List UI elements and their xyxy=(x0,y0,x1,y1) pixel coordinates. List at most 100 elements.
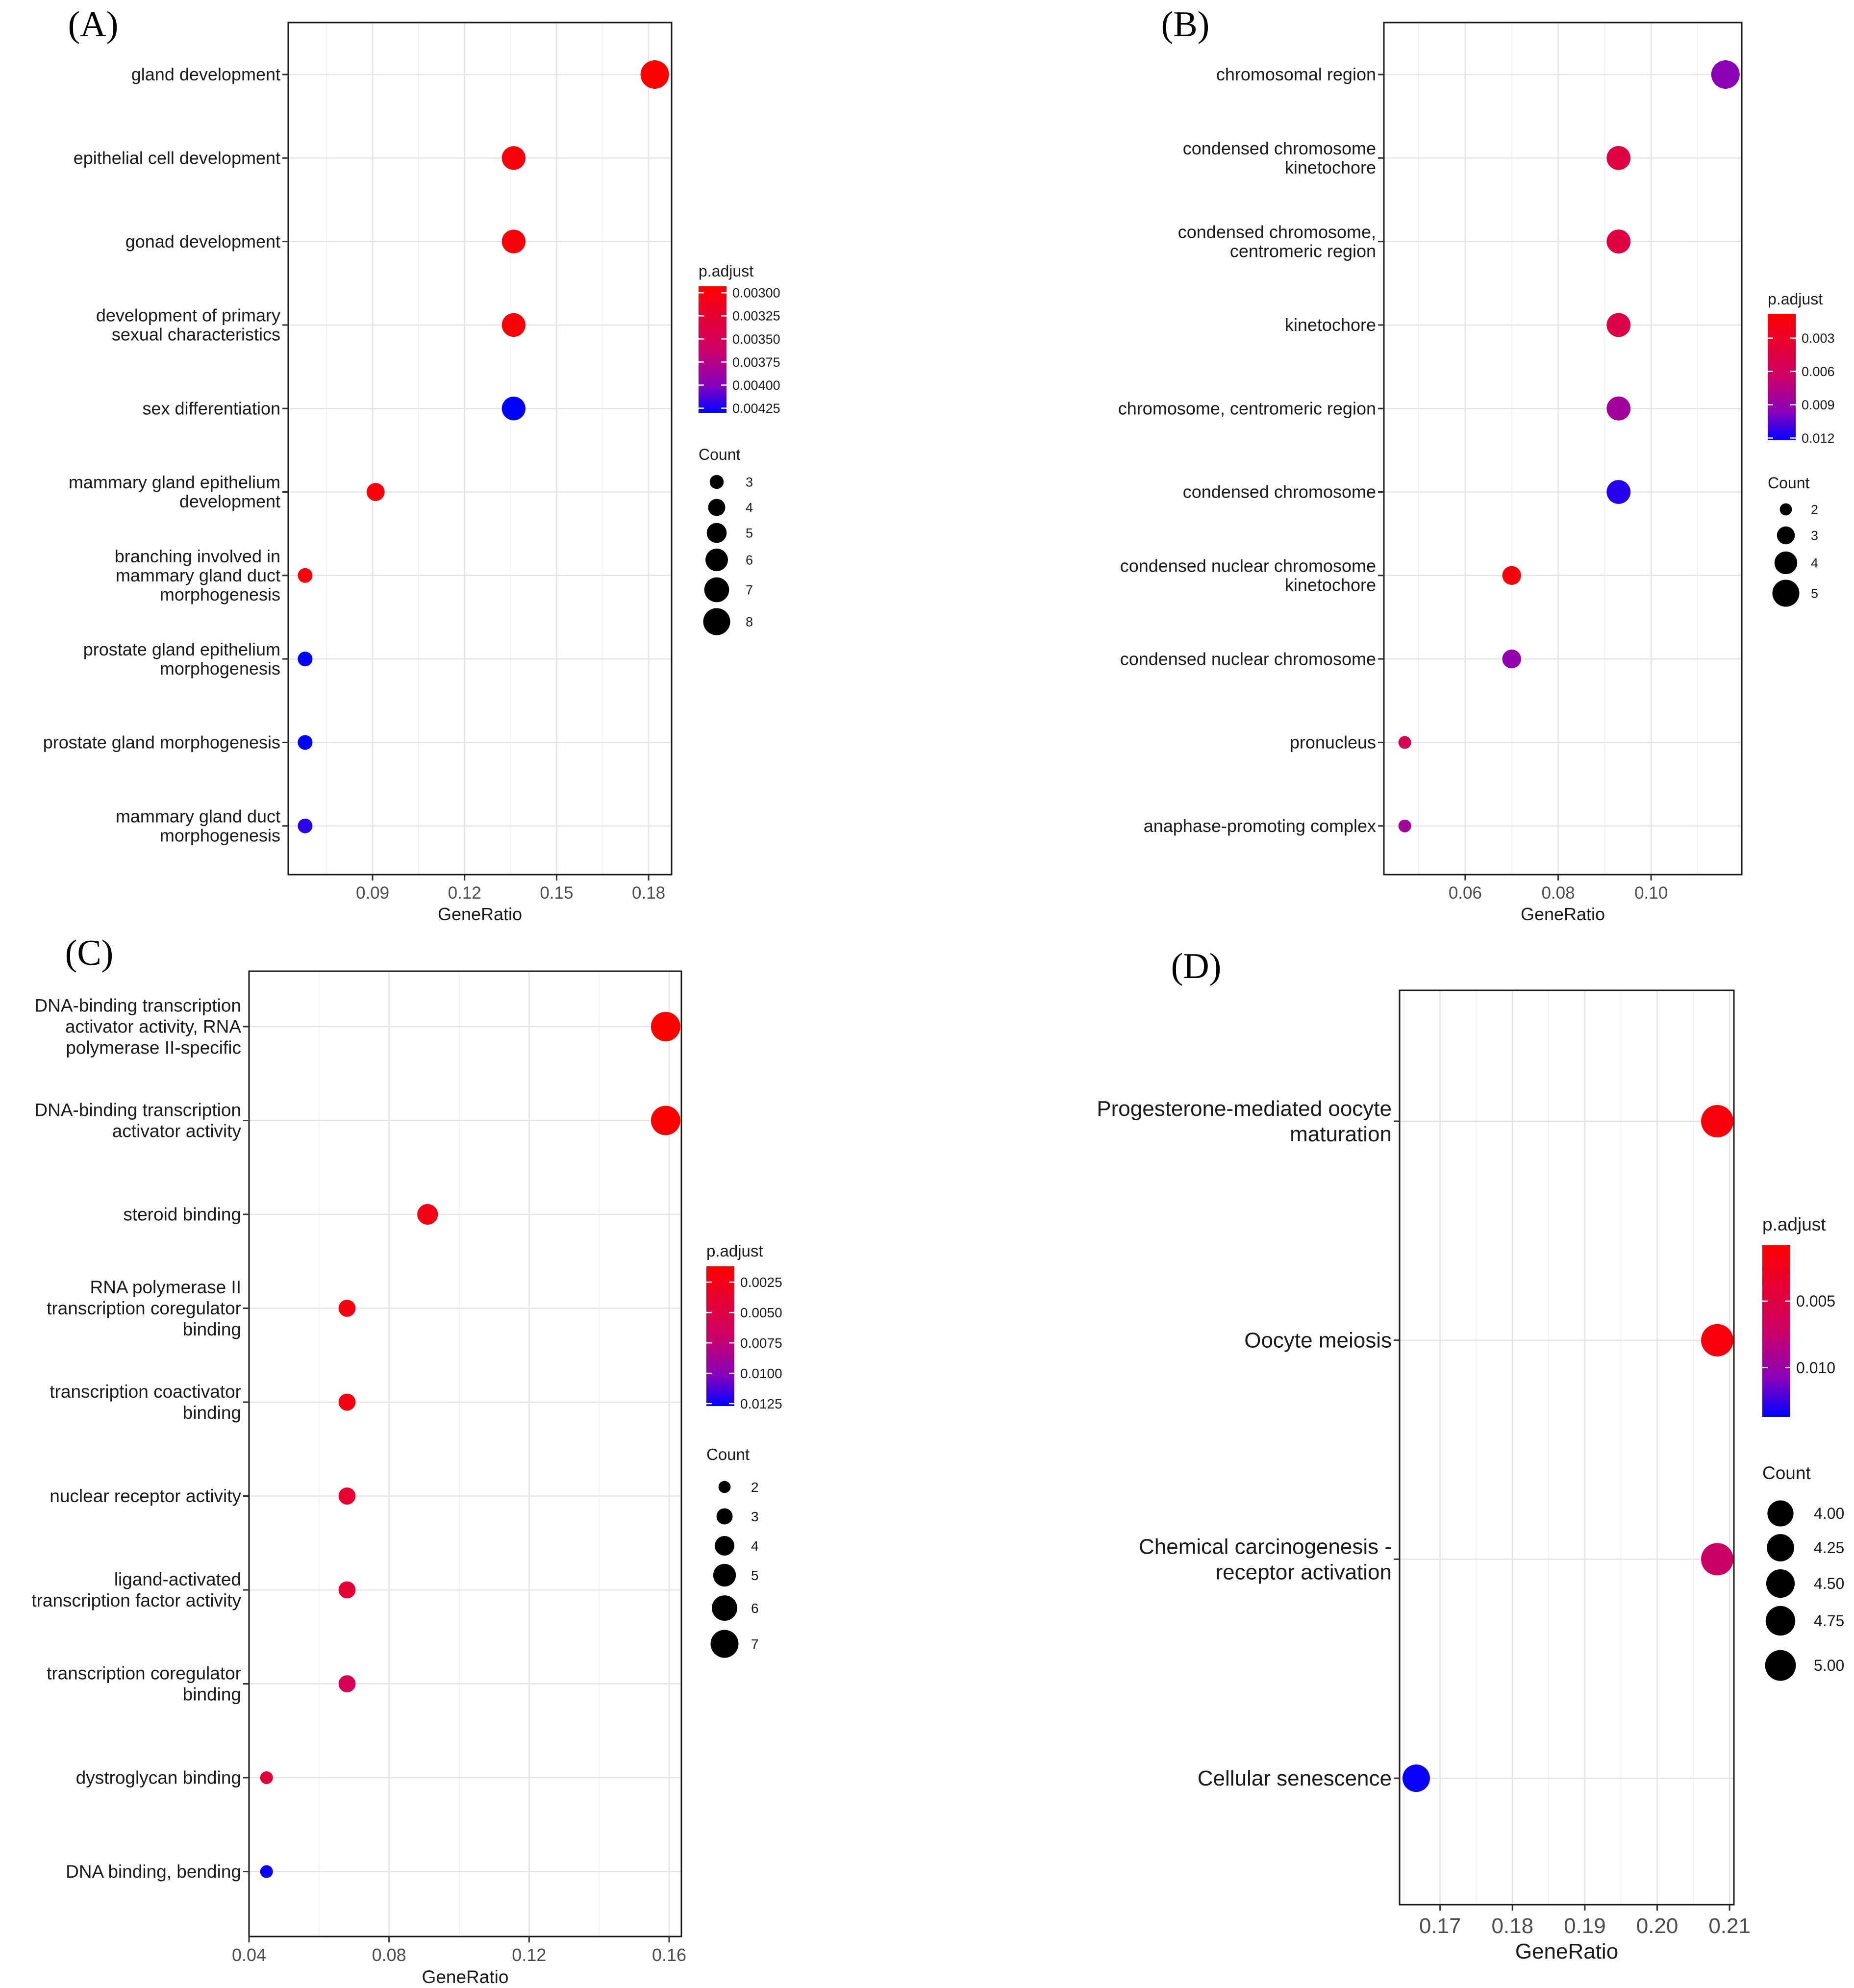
y-tick-label: condensed chromosome, xyxy=(1178,222,1376,242)
data-point xyxy=(338,1581,356,1599)
size-legend-dot xyxy=(708,499,726,516)
data-point xyxy=(338,1393,356,1411)
y-tick-label: kinetochore xyxy=(1285,157,1376,177)
y-tick-label: mammary gland epithelium xyxy=(69,472,280,492)
color-legend-title: p.adjust xyxy=(699,262,753,280)
size-legend-dot xyxy=(713,1563,736,1587)
color-legend-label: 0.00300 xyxy=(732,286,780,301)
y-tick-label: transcription coactivator xyxy=(50,1382,241,1402)
size-legend-label: 5.00 xyxy=(1814,1657,1844,1674)
data-point xyxy=(501,313,526,337)
size-legend-label: 6 xyxy=(751,1601,759,1616)
size-legend-dot xyxy=(710,1630,739,1658)
data-point xyxy=(338,1487,356,1505)
y-tick-label: centromeric region xyxy=(1230,241,1376,261)
y-tick-label: morphogenesis xyxy=(160,825,280,845)
data-point xyxy=(1502,649,1521,669)
y-tick-label: RNA polymerase II xyxy=(90,1277,241,1297)
size-legend-label: 7 xyxy=(751,1636,759,1652)
color-legend-bar xyxy=(706,1266,734,1406)
x-tick-label: 0.04 xyxy=(232,1945,266,1965)
color-legend-label: 0.00375 xyxy=(732,355,780,370)
data-point xyxy=(1606,146,1631,170)
y-tick-label: activator activity xyxy=(112,1121,242,1141)
size-legend-dot xyxy=(705,549,728,571)
x-tick-label: 0.17 xyxy=(1419,1914,1461,1938)
size-legend-dot xyxy=(1777,526,1795,545)
plot-frame xyxy=(287,22,673,876)
x-tick-label: 0.06 xyxy=(1449,883,1482,903)
x-tick-label: 0.08 xyxy=(372,1945,406,1965)
y-tick-label: morphogenesis xyxy=(160,584,280,604)
data-point xyxy=(651,1106,680,1135)
y-tick-label: nuclear receptor activity xyxy=(50,1486,241,1506)
color-legend-label: 0.012 xyxy=(1802,431,1835,446)
data-point xyxy=(298,818,313,833)
data-point xyxy=(1606,313,1631,337)
plot-frame xyxy=(248,970,682,1938)
y-tick-label: Cellular senescence xyxy=(1198,1766,1392,1790)
y-tick-label: activator activity, RNA xyxy=(65,1017,241,1037)
panel-label: (C) xyxy=(65,933,114,973)
y-tick-label: condensed chromosome xyxy=(1183,138,1376,158)
size-legend-title: Count xyxy=(706,1445,750,1463)
data-point xyxy=(501,146,526,170)
color-legend-bar xyxy=(1762,1245,1790,1417)
size-legend-label: 4 xyxy=(746,500,753,515)
data-point xyxy=(1701,1543,1734,1576)
size-legend-label: 4 xyxy=(751,1538,759,1554)
plot-background xyxy=(1400,990,1734,1905)
panel-label: (D) xyxy=(1171,946,1222,986)
y-tick-label: condensed chromosome xyxy=(1183,482,1376,502)
y-tick-label: receptor activation xyxy=(1215,1560,1392,1584)
color-legend-title: p.adjust xyxy=(1768,290,1823,308)
y-tick-label: binding xyxy=(183,1685,241,1705)
y-tick-label: Oocyte meiosis xyxy=(1244,1329,1392,1353)
y-tick-label: DNA binding, bending xyxy=(66,1862,241,1882)
y-tick-label: anaphase-promoting complex xyxy=(1144,816,1376,836)
y-tick-label: DNA-binding transcription xyxy=(34,996,241,1016)
size-legend-dot xyxy=(1772,579,1800,607)
color-legend-label: 0.0100 xyxy=(740,1366,782,1381)
y-tick-label: binding xyxy=(183,1319,241,1339)
data-point xyxy=(1701,1324,1734,1357)
size-legend-title: Count xyxy=(699,446,741,463)
size-legend-label: 4.00 xyxy=(1814,1505,1844,1522)
y-tick-label: polymerase II-specific xyxy=(66,1038,241,1058)
size-legend-dot xyxy=(1767,1534,1794,1561)
y-tick-label: epithelial cell development xyxy=(74,148,280,168)
data-point xyxy=(651,1012,680,1041)
color-legend-label: 0.009 xyxy=(1802,398,1835,412)
y-tick-label: kinetochore xyxy=(1285,315,1376,335)
data-point xyxy=(501,397,526,421)
color-legend-label: 0.00400 xyxy=(732,378,780,393)
data-point xyxy=(260,1865,273,1878)
size-legend-dot xyxy=(1779,503,1792,516)
data-point xyxy=(366,483,385,501)
size-legend-label: 6 xyxy=(746,553,753,567)
size-legend-dot xyxy=(703,608,730,635)
y-tick-label: kinetochore xyxy=(1285,575,1376,595)
panel-label: (B) xyxy=(1161,4,1210,45)
x-axis-title: GeneRatio xyxy=(438,904,522,924)
y-tick-label: condensed nuclear chromosome xyxy=(1120,649,1376,669)
y-tick-label: ligand-activated xyxy=(114,1569,241,1589)
x-tick-label: 0.18 xyxy=(1491,1914,1533,1938)
y-tick-label: chromosome, centromeric region xyxy=(1118,398,1376,418)
data-point xyxy=(1606,229,1631,254)
plot-frame xyxy=(1399,989,1735,1906)
x-tick-label: 0.18 xyxy=(632,883,665,903)
y-tick-label: DNA-binding transcription xyxy=(34,1100,241,1120)
y-tick-label: sex differentiation xyxy=(142,398,280,418)
data-point xyxy=(417,1204,438,1225)
size-legend-label: 4.25 xyxy=(1814,1539,1844,1557)
data-point xyxy=(1606,396,1631,421)
data-point xyxy=(338,1675,356,1692)
y-tick-label: chromosomal region xyxy=(1216,64,1376,84)
chart-panel-b: (B) chromosomal region condensed chromosom… xyxy=(1118,4,1835,924)
y-tick-label: maturation xyxy=(1290,1122,1392,1146)
size-legend-dot xyxy=(718,1481,731,1493)
color-legend-label: 0.003 xyxy=(1802,331,1835,346)
y-tick-label: mammary gland duct xyxy=(116,565,280,585)
